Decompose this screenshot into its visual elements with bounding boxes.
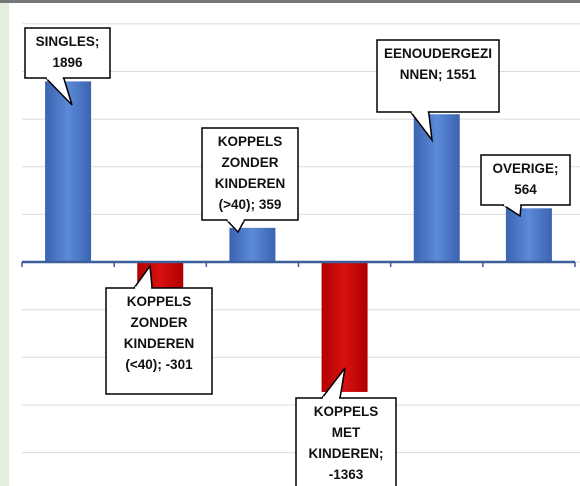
bar xyxy=(45,81,92,263)
data-label: KOPPELS ZONDER KINDEREN (>40); 359 xyxy=(205,131,295,215)
data-label-value: -1363 xyxy=(328,467,364,482)
data-label-separator: ; xyxy=(437,67,447,82)
data-label: KOPPELS ZONDER KINDEREN (<40); -301 xyxy=(109,291,209,375)
top-strip xyxy=(0,0,580,3)
callout-joint xyxy=(227,218,244,222)
data-label-value: 1551 xyxy=(446,67,477,82)
data-label-separator: ; xyxy=(94,34,100,49)
callout-joint xyxy=(135,286,152,290)
data-label-category: KOPPELS MET KINDEREN xyxy=(308,404,379,461)
data-label: KOPPELS MET KINDEREN; -1363 xyxy=(299,401,393,485)
data-label-category: KOPPELS ZONDER KINDEREN (>40) xyxy=(214,134,286,212)
data-label-value: 1896 xyxy=(52,55,83,70)
data-label: SINGLES; 1896 xyxy=(28,31,107,73)
callout-box xyxy=(105,287,213,395)
callout-box xyxy=(480,154,571,206)
data-label-separator: ; xyxy=(157,357,166,372)
data-label-separator: ; xyxy=(250,197,259,212)
bar xyxy=(229,227,276,263)
data-label-category: OVERIGE xyxy=(492,161,554,176)
callout-joint xyxy=(323,396,339,400)
bar xyxy=(505,208,552,263)
data-label-value: 564 xyxy=(514,182,537,197)
callout-box xyxy=(295,397,397,486)
bar xyxy=(413,114,460,263)
data-label-category: SINGLES xyxy=(35,34,95,49)
data-label: OVERIGE; 564 xyxy=(484,158,567,200)
callout-joint xyxy=(46,76,63,80)
callout-joint xyxy=(504,203,521,207)
callout-box xyxy=(24,27,111,79)
callout-joint xyxy=(411,110,428,114)
data-label: EENOUDERGEZINNEN; 1551 xyxy=(380,43,496,85)
data-label-category: EENOUDERGEZINNEN xyxy=(383,46,492,82)
callout-box xyxy=(376,39,500,113)
left-strip xyxy=(0,3,9,486)
data-label-category: KOPPELS ZONDER KINDEREN (<40) xyxy=(123,294,195,372)
data-label-separator: ; xyxy=(379,446,384,461)
callout-box xyxy=(201,127,299,221)
data-label-separator: ; xyxy=(554,161,559,176)
data-label-value: -301 xyxy=(165,357,193,372)
data-label-value: 359 xyxy=(258,197,282,212)
